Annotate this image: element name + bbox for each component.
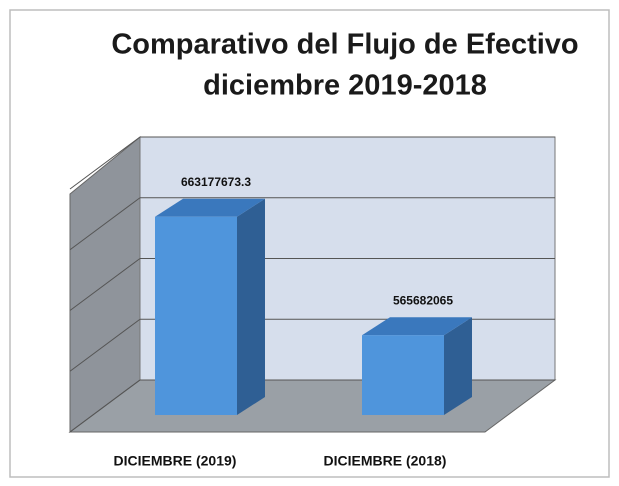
bar (362, 335, 444, 415)
x-tick-label: DICIEMBRE (2018) (324, 453, 447, 469)
bar-side (237, 198, 265, 415)
grid-line (69, 258, 141, 311)
bar-top (155, 198, 265, 217)
value-label: 663177673.3 (181, 175, 251, 189)
x-tick-label: DICIEMBRE (2019) (114, 453, 237, 469)
bar (155, 216, 237, 415)
floor (68, 379, 557, 433)
grid-line (69, 318, 141, 372)
bar-side (444, 317, 472, 415)
grid-line (69, 136, 141, 190)
chart-title: Comparativo del Flujo de Efectivo (111, 29, 578, 61)
chart-title: diciembre 2019-2018 (203, 70, 487, 102)
value-label: 565682065 (393, 293, 453, 307)
grid-line (69, 197, 141, 251)
bar-top (362, 317, 472, 336)
grid-line (69, 379, 141, 433)
